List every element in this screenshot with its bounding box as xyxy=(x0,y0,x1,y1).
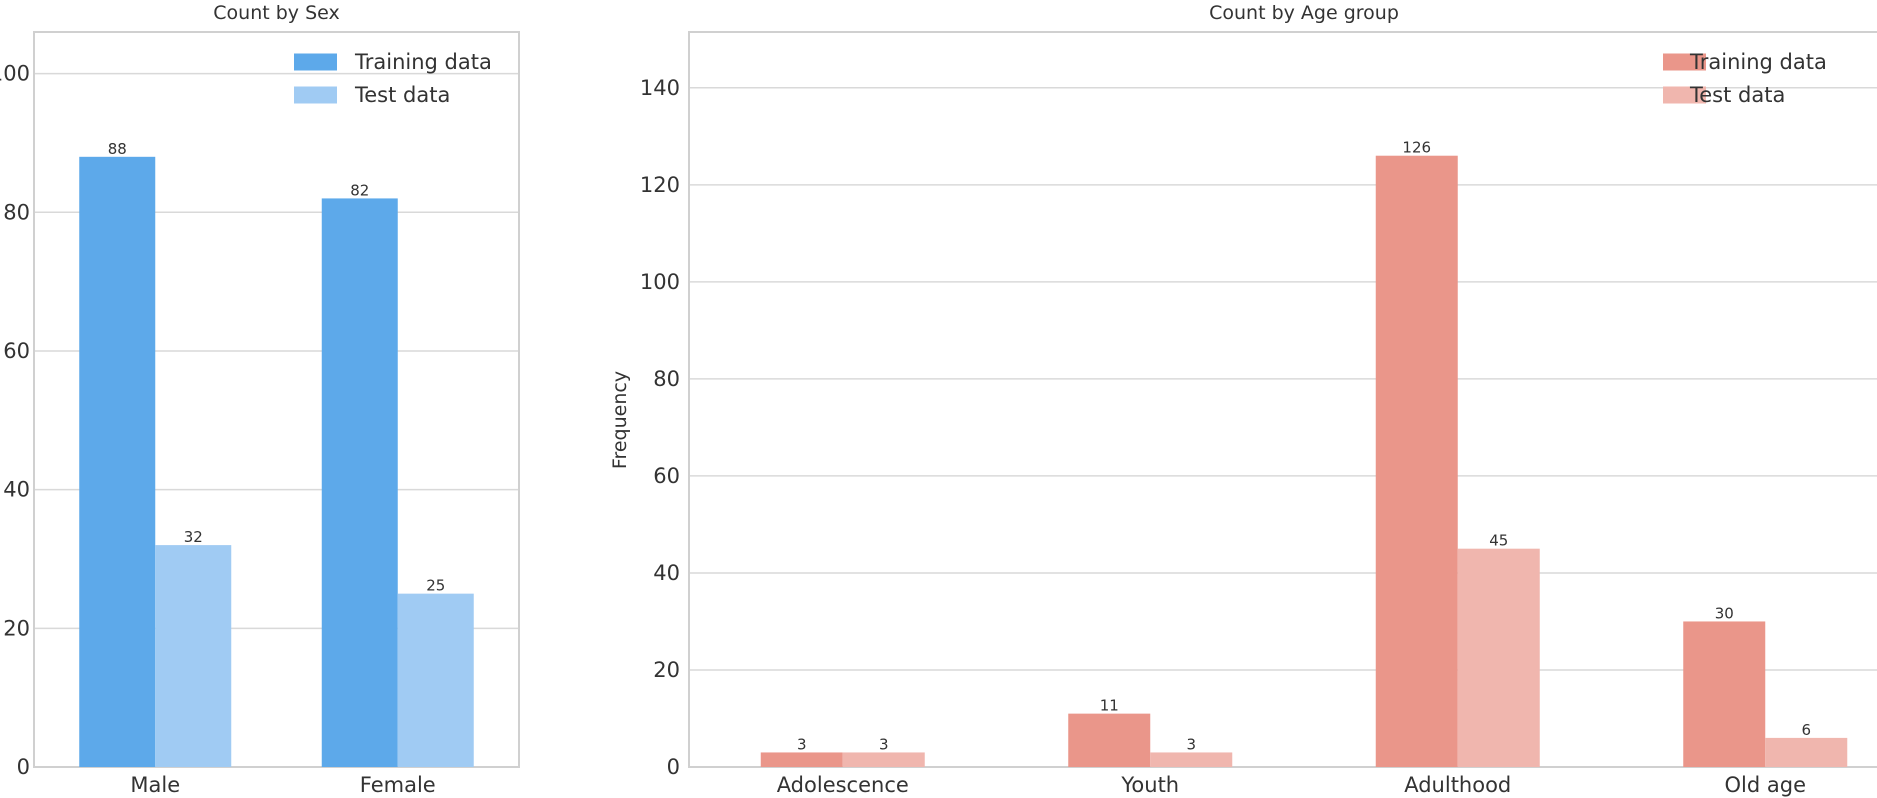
y-tick-label: 80 xyxy=(653,367,680,391)
y-tick-label: 100 xyxy=(640,270,680,294)
x-tick-label: Old age xyxy=(1725,773,1807,797)
bar-data-label: 45 xyxy=(1489,532,1508,550)
x-tick-label: Youth xyxy=(1120,773,1179,797)
y-tick-label: 40 xyxy=(653,561,680,585)
chart-0: 0 20 40 60 80 100 Count by Sex 88 32 Male 82 25 Fema… xyxy=(0,2,520,797)
bar-data-label: 32 xyxy=(184,528,203,546)
legend-label: Test data xyxy=(1689,83,1785,107)
chart-title: Count by Sex xyxy=(213,2,339,24)
bar-data-label: 126 xyxy=(1402,139,1431,157)
y-tick-label: 100 xyxy=(0,62,30,86)
bar xyxy=(1765,737,1848,767)
legend-swatch xyxy=(1663,53,1706,71)
bar xyxy=(79,156,156,767)
bar xyxy=(760,752,843,767)
bar xyxy=(1068,713,1151,767)
bar xyxy=(155,545,232,767)
bar-data-label: 6 xyxy=(1801,721,1811,739)
bar xyxy=(1457,548,1540,767)
legend-swatch xyxy=(294,53,337,71)
bar xyxy=(1375,155,1458,767)
bar-data-label: 3 xyxy=(879,735,889,753)
legend-swatch xyxy=(1663,86,1706,104)
bar-data-label: 82 xyxy=(350,181,369,199)
bar-data-label: 11 xyxy=(1100,697,1119,715)
y-tick-label: 80 xyxy=(3,200,30,224)
x-tick-label: Adolescence xyxy=(777,773,909,797)
y-tick-label: 20 xyxy=(3,616,30,640)
chart-1: 0 20 40 60 80 100 120 140 Count by Age group Freq… xyxy=(609,2,1877,797)
legend-label: Test data xyxy=(354,83,450,107)
bar xyxy=(1683,621,1766,767)
bar-data-label: 30 xyxy=(1715,604,1734,622)
y-tick-label: 60 xyxy=(3,339,30,363)
bar xyxy=(842,752,925,767)
bar-data-label: 88 xyxy=(108,140,127,158)
chart-title: Count by Age group xyxy=(1209,2,1399,24)
x-tick-label: Adulthood xyxy=(1404,773,1511,797)
y-tick-label: 0 xyxy=(17,755,30,779)
bar-data-label: 3 xyxy=(797,735,807,753)
x-tick-label: Female xyxy=(360,773,436,797)
bar xyxy=(321,198,398,767)
y-tick-label: 20 xyxy=(653,658,680,682)
bar xyxy=(397,593,474,767)
legend-label: Training data xyxy=(354,50,492,74)
bar-data-label: 3 xyxy=(1186,735,1196,753)
bar xyxy=(1150,752,1233,767)
y-tick-label: 0 xyxy=(667,755,680,779)
legend-swatch xyxy=(294,86,337,104)
y-tick-label: 40 xyxy=(3,478,30,502)
y-axis-label: Frequency xyxy=(609,371,631,469)
y-tick-label: 120 xyxy=(640,173,680,197)
legend-label: Training data xyxy=(1689,50,1827,74)
plot-frame xyxy=(33,31,520,768)
x-tick-label: Male xyxy=(130,773,180,797)
plot-frame xyxy=(688,31,1877,768)
y-tick-label: 140 xyxy=(640,76,680,100)
y-tick-label: 60 xyxy=(653,464,680,488)
bar-data-label: 25 xyxy=(426,577,445,595)
